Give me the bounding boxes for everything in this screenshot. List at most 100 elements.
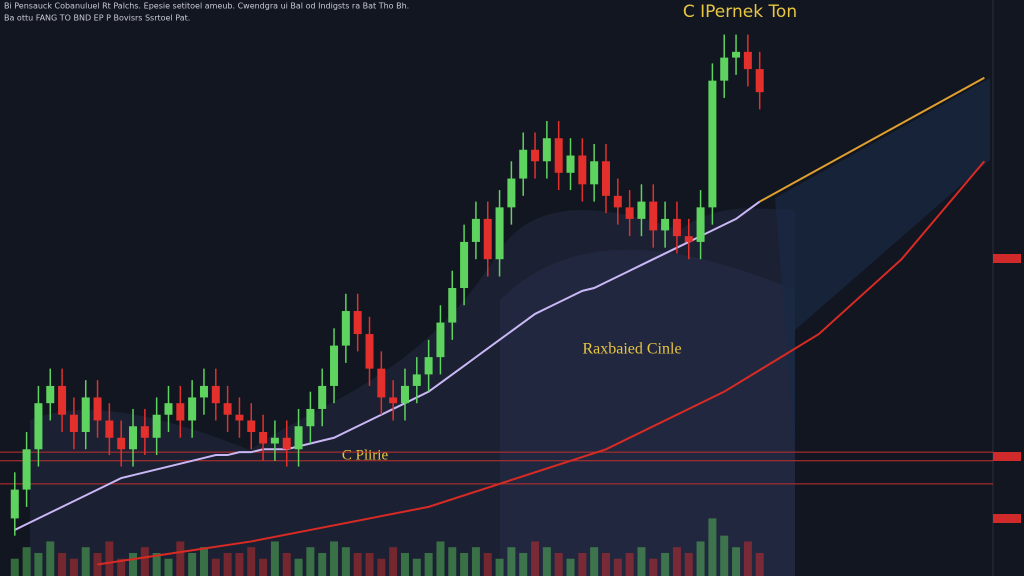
candle-body [318,385,327,409]
volume-bar [436,541,445,576]
candle-body [10,489,19,519]
volume-bar [483,552,492,576]
volume-bar [318,552,327,576]
volume-bar [661,552,670,576]
candle-body [625,207,634,219]
volume-bar [365,552,374,576]
candle-body [117,437,126,450]
candle-body [282,437,291,450]
volume-bar [578,552,587,576]
volume-bar [720,535,729,576]
volume-bar [259,558,268,576]
candle-body [235,414,244,421]
volume-bar [152,552,161,576]
volume-bar [282,552,291,576]
candle-body [400,385,409,404]
candle-body [353,311,362,335]
volume-bar [743,541,752,576]
volume-bar [306,547,315,576]
volume-bar [684,552,693,576]
candle-body [377,368,386,398]
candle-body [436,322,445,358]
candle-body [223,403,232,415]
price-marker [993,452,1021,461]
shade-area [775,78,990,450]
volume-bar [708,518,717,576]
volume-bar [672,547,681,576]
volume-bar [10,558,19,576]
volume-bar [22,547,31,576]
candle-body [720,57,729,81]
candle-body [105,420,114,438]
annotation: Raxbaied Cinle [582,341,681,358]
candle-body [637,201,646,219]
candle-body [696,207,705,242]
volume-bar [46,541,55,576]
candle-body [93,397,102,421]
volume-bar [81,547,90,576]
volume-bar [566,558,575,576]
candle-body [188,397,197,421]
volume-bar [330,541,339,576]
volume-bar [637,547,646,576]
candle-body [211,385,220,404]
volume-bar [460,552,469,576]
volume-bar [542,547,551,576]
volume-bar [34,552,43,576]
candle-body [684,236,693,242]
volume-bar [507,547,516,576]
candle-body [507,178,516,208]
candle-body [129,426,138,450]
candle-body [365,334,374,369]
volume-bar [247,547,256,576]
candle-body [424,357,433,375]
candle-body [578,155,587,185]
candle-body [247,420,256,432]
annotation: C Plirie [342,447,389,463]
volume-bar [341,547,350,576]
candle-body [81,397,90,432]
volume-bar [613,558,622,576]
volume-bar [625,552,634,576]
volume-bar [531,541,540,576]
candle-body [176,403,185,421]
candle-body [613,195,622,208]
header-line: Ba ottu FANG TO BND EP P Bovisrs Ssrtoel… [4,14,190,23]
volume-bar [223,552,232,576]
volume-bar [471,547,480,576]
band-area [500,249,795,576]
candle-body [471,218,480,242]
volume-bar [696,541,705,576]
price-marker [993,514,1021,523]
volume-bar [105,541,114,576]
candle-body [542,138,551,162]
volume-bar [58,552,67,576]
volume-bar [188,552,197,576]
candle-body [34,403,43,450]
candle-body [554,138,563,173]
volume-bar [400,552,409,576]
candle-body [601,161,610,196]
volume-bar [554,552,563,576]
candle-body [649,201,658,231]
volume-bar [129,552,138,576]
volume-bar [270,541,279,576]
volume-bar [140,547,149,576]
candle-body [140,426,149,438]
candle-body [732,51,741,58]
candle-body [259,432,268,444]
volume-bar [69,558,78,576]
candle-body [46,385,55,404]
candle-body [755,69,764,93]
candle-body [590,161,599,185]
volume-bar [235,552,244,576]
volume-bar [377,558,386,576]
candle-body [661,218,670,231]
indicator-line [97,160,986,566]
volume-bar [424,552,433,576]
candle-body [519,149,528,179]
volume-bar [495,558,504,576]
candle-body [22,449,31,490]
volume-bar [176,541,185,576]
volume-bar [755,552,764,576]
